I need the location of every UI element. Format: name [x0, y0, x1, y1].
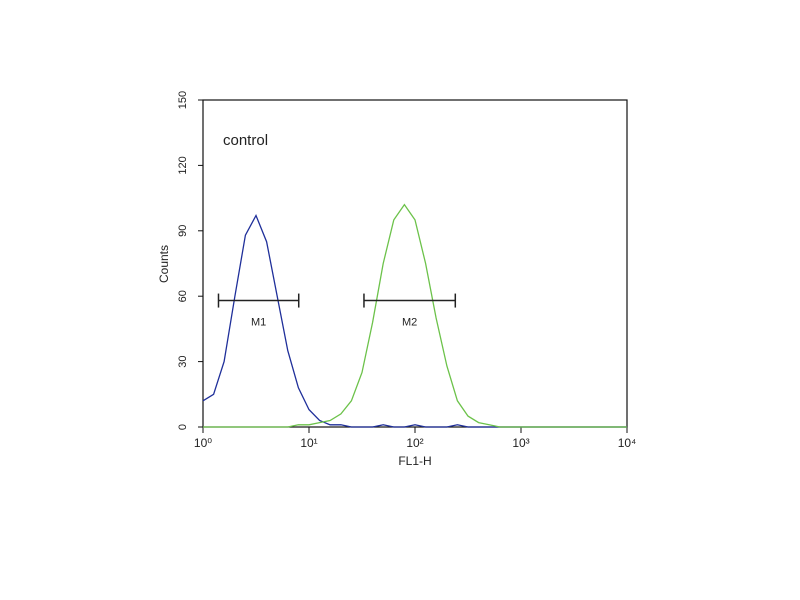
- y-tick-label: 30: [177, 355, 189, 367]
- x-tick-label: 10³: [512, 436, 529, 450]
- y-tick-label: 90: [177, 225, 189, 237]
- x-tick-label: 10⁰: [194, 436, 212, 450]
- marker-label: M2: [402, 316, 417, 328]
- y-tick-label: 60: [177, 290, 189, 302]
- annotation: control: [223, 132, 268, 149]
- x-tick-label: 10²: [406, 436, 423, 450]
- histogram-line: [203, 203, 627, 428]
- y-axis-label: Counts: [157, 245, 171, 283]
- marker-label: M1: [251, 316, 266, 328]
- x-axis-label: FL1-H: [398, 454, 431, 468]
- y-tick-label: 150: [177, 91, 189, 109]
- x-tick-label: 10⁴: [618, 436, 637, 450]
- x-tick-label: 10¹: [300, 436, 317, 450]
- y-tick-label: 0: [177, 424, 189, 430]
- y-tick-label: 120: [177, 156, 189, 174]
- plot-frame: [202, 99, 628, 428]
